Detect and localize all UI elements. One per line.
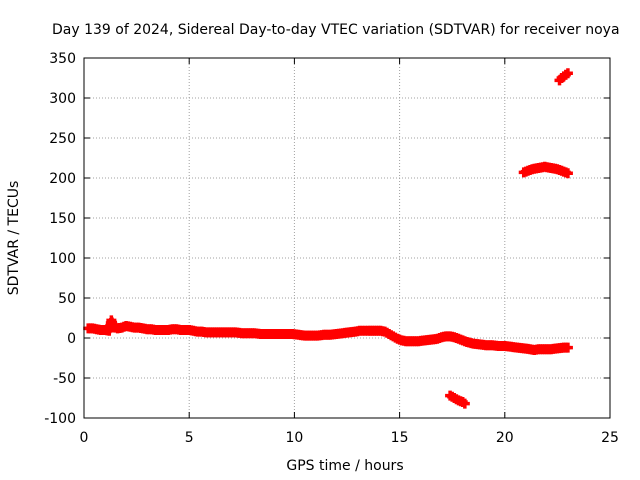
data-series [554,68,573,86]
x-axis-title: GPS time / hours [286,458,403,474]
data-point [459,398,470,409]
grid-layer [84,58,610,418]
x-tick-label: 0 [80,430,89,446]
y-tick-label: 200 [49,171,76,187]
data-point [562,168,573,179]
x-tick-label: 5 [185,430,194,446]
y-tick-label: 300 [49,91,76,107]
y-tick-label: 0 [67,331,76,347]
data-point [562,342,573,353]
y-tick-label: -100 [44,411,76,427]
data-point [562,68,573,79]
x-tick-label: 20 [496,430,514,446]
y-axis-title: SDTVAR / TECUs [6,181,22,296]
data-series [518,161,573,179]
y-tick-label: 150 [49,211,76,227]
y-tick-label: 350 [49,51,76,67]
chart-title: Day 139 of 2024, Sidereal Day-to-day VTE… [52,22,620,38]
y-tick-label: 100 [49,251,76,267]
x-tick-label: 25 [601,430,619,446]
tick-layer: -100 -50 0 50 100 150 200 250 300 350 0 5 10 15 20 25 [44,51,619,446]
y-tick-label: -50 [53,371,76,387]
data-layer [83,68,573,409]
y-tick-label: 250 [49,131,76,147]
data-series [83,315,573,355]
x-tick-label: 15 [391,430,409,446]
x-tick-label: 10 [285,430,303,446]
y-tick-label: 50 [58,291,76,307]
data-series [445,390,470,409]
plot-frame [83,57,611,419]
